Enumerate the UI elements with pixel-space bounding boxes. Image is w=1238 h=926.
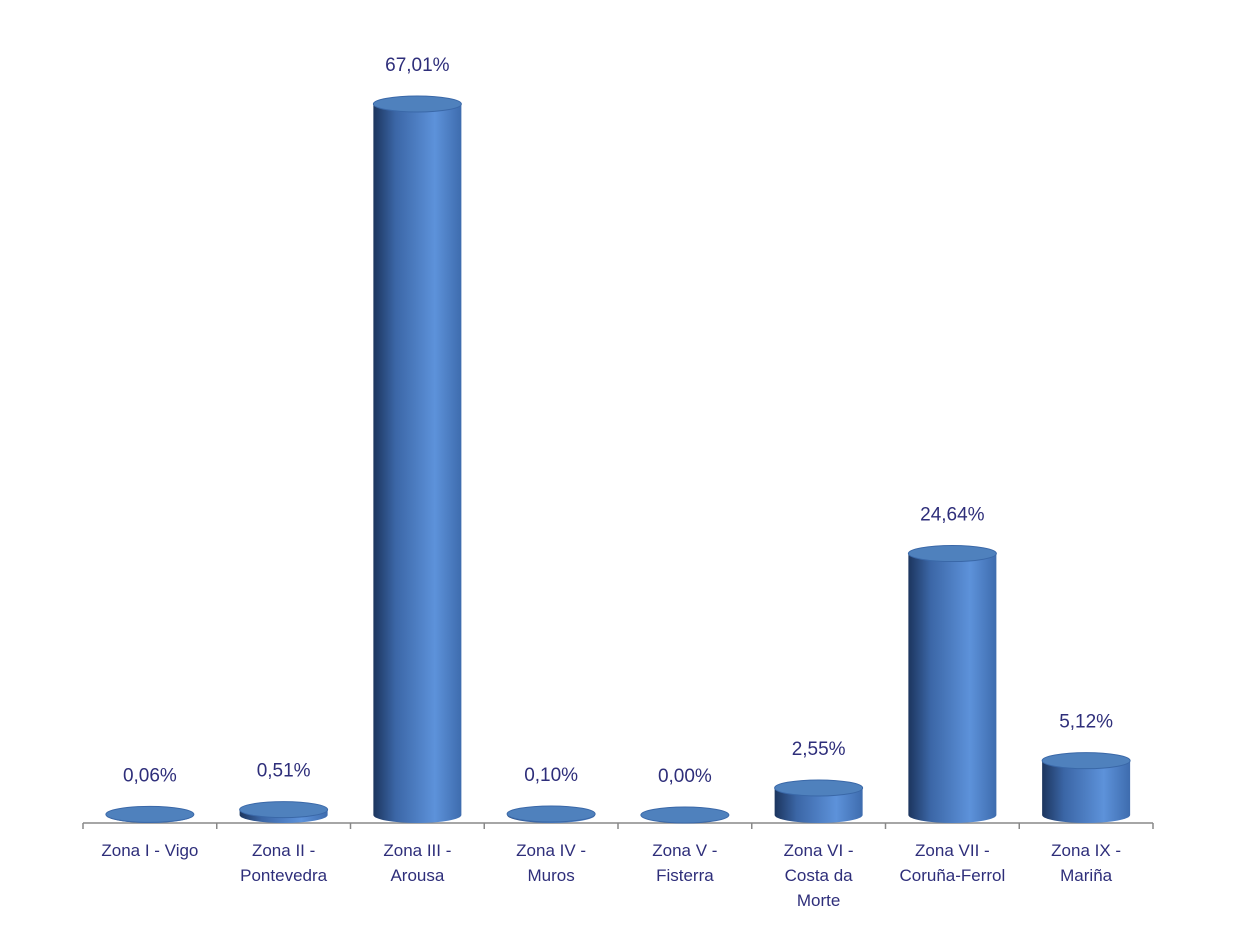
x-tick-label: Zona I - Vigo	[101, 841, 199, 860]
cylinder-top	[506, 805, 596, 823]
value-label: 0,06%	[123, 765, 177, 786]
value-label: 0,51%	[257, 761, 311, 782]
cylinder-top	[105, 805, 195, 823]
cylinder-body	[908, 553, 997, 823]
cylinder-body	[774, 787, 863, 823]
value-label: 24,64%	[920, 505, 985, 526]
cylinder-top	[907, 545, 997, 563]
value-label: 5,12%	[1059, 712, 1113, 733]
cylinder-top	[1041, 752, 1131, 770]
x-tick-label: Zona VII - Coruña-Ferrol	[899, 841, 1006, 885]
cylinder-top	[774, 779, 864, 797]
cylinder-top	[239, 801, 329, 819]
x-tick-label: Zona II - Pontevedra	[240, 841, 328, 885]
x-tick-label: Zona VI - Costa da Morte	[783, 841, 854, 910]
value-label: 67,01%	[385, 55, 450, 76]
cylinder-body	[373, 104, 462, 823]
value-label: 2,55%	[792, 739, 846, 760]
cylinder-body	[1042, 760, 1131, 823]
x-tick-label: Zona IX - Mariña	[1051, 841, 1122, 885]
x-tick-label: Zona V - Fisterra	[652, 841, 718, 885]
cylinder-top	[372, 95, 462, 113]
value-label: 0,10%	[524, 765, 578, 786]
cylinder-top	[640, 806, 730, 824]
x-tick-label: Zona III - Arousa	[383, 841, 452, 885]
value-label: 0,00%	[658, 766, 712, 787]
x-tick-label: Zona IV - Muros	[516, 841, 587, 885]
